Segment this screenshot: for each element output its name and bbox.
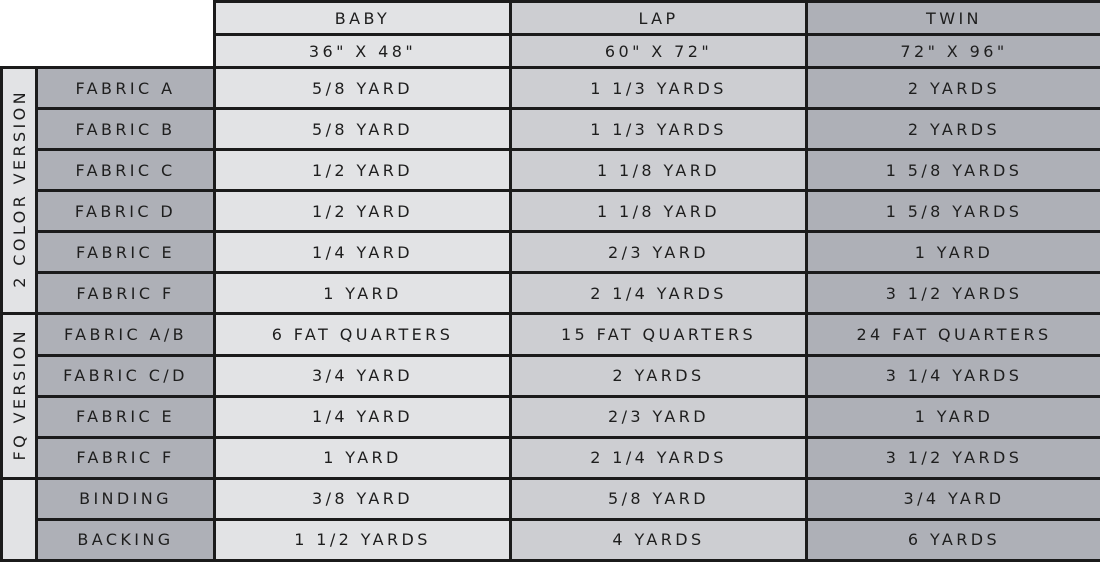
header-lap: LAP [509, 0, 808, 37]
cell-baby: 5/8 YARD [213, 66, 512, 111]
table-row: FABRIC B 5/8 YARD 1 1/3 YARDS 2 YARDS [2, 107, 1100, 152]
cell-baby: 3/8 YARD [213, 476, 512, 521]
group-label: FQ VERSION [0, 312, 38, 480]
size-lap: 60" X 72" [509, 33, 808, 70]
group-label [0, 476, 38, 562]
cell-lap: 15 FAT QUARTERS [509, 312, 808, 357]
cell-lap: 2 YARDS [509, 353, 808, 398]
group-label-text: FQ VERSION [9, 327, 29, 461]
cell-lap: 1 1/8 YARD [509, 189, 808, 234]
cell-baby: 1 YARD [213, 271, 512, 316]
cell-baby: 1/2 YARD [213, 148, 512, 193]
cell-lap: 2 1/4 YARDS [509, 271, 808, 316]
row-label: FABRIC E [35, 230, 216, 275]
row-label: FABRIC C/D [35, 353, 216, 398]
table-row: FABRIC E 1/4 YARD 2/3 YARD 1 YARD [2, 394, 1100, 439]
cell-lap: 1 1/8 YARD [509, 148, 808, 193]
table-row: 2 COLOR VERSION FABRIC A 5/8 YARD 1 1/3 YAR… [0, 66, 1100, 316]
table-row: BACKING 1 1/2 YARDS 4 YARDS 6 YARDS [2, 517, 1100, 562]
table-row: BINDING 3/8 YARD 5/8 YARD 3/4 YARD [0, 476, 1100, 562]
row-label: BACKING [35, 517, 216, 562]
table-row: FQ VERSION FABRIC A/B 6 FAT QUARTERS 15 FAT… [0, 312, 1100, 480]
cell-baby: 1/2 YARD [213, 189, 512, 234]
cell-baby: 1 YARD [213, 435, 512, 480]
header-baby: BABY [213, 0, 512, 37]
table-row: FABRIC C 1/2 YARD 1 1/8 YARD 1 5/8 YARDS [2, 148, 1100, 193]
group-label: 2 COLOR VERSION [0, 66, 38, 316]
row-label: FABRIC B [35, 107, 216, 152]
row-label: FABRIC F [35, 271, 216, 316]
row-label: FABRIC A/B [35, 312, 216, 357]
cell-baby: 5/8 YARD [213, 107, 512, 152]
cell-twin: 1 5/8 YARDS [805, 189, 1100, 234]
header-twin: TWIN [805, 0, 1100, 37]
table-row: FABRIC C/D 3/4 YARD 2 YARDS 3 1/4 YARDS [2, 353, 1100, 398]
cell-twin: 1 5/8 YARDS [805, 148, 1100, 193]
size-twin: 72" X 96" [805, 33, 1100, 70]
cell-lap: 1 1/3 YARDS [509, 107, 808, 152]
cell-lap: 2/3 YARD [509, 394, 808, 439]
cell-baby: 1/4 YARD [213, 394, 512, 439]
row-label: FABRIC F [35, 435, 216, 480]
cell-twin: 3 1/2 YARDS [805, 435, 1100, 480]
cell-twin: 2 YARDS [805, 107, 1100, 152]
empty-corner [1, 1, 216, 70]
cell-baby: 1/4 YARD [213, 230, 512, 275]
row-label: FABRIC A [35, 66, 216, 111]
cell-baby: 3/4 YARD [213, 353, 512, 398]
cell-lap: 1 1/3 YARDS [509, 66, 808, 111]
cell-twin: 3 1/2 YARDS [805, 271, 1100, 316]
cell-baby: 6 FAT QUARTERS [213, 312, 512, 357]
row-label: FABRIC D [35, 189, 216, 234]
row-label: FABRIC C [35, 148, 216, 193]
cell-twin: 3/4 YARD [805, 476, 1100, 521]
row-label: FABRIC E [35, 394, 216, 439]
cell-twin: 6 YARDS [805, 517, 1100, 562]
cell-twin: 3 1/4 YARDS [805, 353, 1100, 398]
size-baby: 36" X 48" [213, 33, 512, 70]
cell-twin: 2 YARDS [805, 66, 1100, 111]
cell-baby: 1 1/2 YARDS [213, 517, 512, 562]
cell-lap: 4 YARDS [509, 517, 808, 562]
cell-lap: 5/8 YARD [509, 476, 808, 521]
header-row-dimensions: 36" X 48" 60" X 72" 72" X 96" [2, 33, 1100, 70]
table-row: FABRIC D 1/2 YARD 1 1/8 YARD 1 5/8 YARDS [2, 189, 1100, 234]
cell-lap: 2/3 YARD [509, 230, 808, 275]
cell-twin: 1 YARD [805, 394, 1100, 439]
cell-lap: 2 1/4 YARDS [509, 435, 808, 480]
cell-twin: 1 YARD [805, 230, 1100, 275]
cell-twin: 24 FAT QUARTERS [805, 312, 1100, 357]
header-row-size-names: BABY LAP TWIN [1, 0, 1100, 70]
table-row: FABRIC E 1/4 YARD 2/3 YARD 1 YARD [2, 230, 1100, 275]
group-label-text: 2 COLOR VERSION [9, 89, 29, 289]
row-label: BINDING [35, 476, 216, 521]
